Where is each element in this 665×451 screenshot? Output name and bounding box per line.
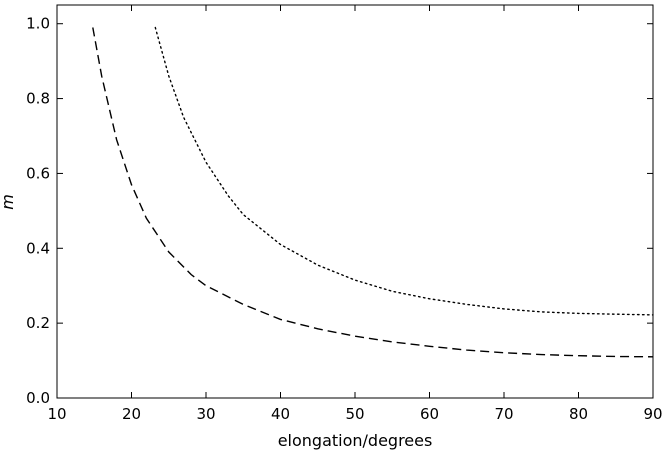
y-tick-label: 0.4	[26, 239, 50, 257]
series-layer	[92, 26, 654, 358]
x-tick-label: 80	[569, 405, 588, 423]
y-axis-label: m	[0, 194, 17, 210]
x-tick-label: 40	[271, 405, 290, 423]
plot-area	[56, 4, 654, 399]
y-tick-label: 0.0	[26, 389, 50, 407]
y-tick-label: 0.6	[26, 164, 50, 182]
plot-frame	[56, 4, 654, 399]
x-tick-label: 70	[494, 405, 513, 423]
dashed-series-line	[92, 27, 654, 358]
y-tick-label: 0.8	[26, 90, 50, 108]
x-tick-label: 10	[47, 405, 66, 423]
x-axis-label: elongation/degrees	[278, 431, 433, 450]
x-tick-label: 20	[122, 405, 141, 423]
tick-labels: 10 20 30 40 50 60 70 80 90 0.0 0.2 0.4 0.6 0.8 1.0	[26, 15, 662, 423]
x-tick-label: 60	[420, 405, 439, 423]
x-tick-label: 30	[196, 405, 215, 423]
y-tick-label: 1.0	[26, 15, 50, 33]
y-tick-label: 0.2	[26, 314, 50, 332]
axis-ticks	[56, 5, 654, 399]
dotted-series-line	[154, 26, 654, 316]
x-tick-label: 90	[643, 405, 662, 423]
x-tick-label: 50	[345, 405, 364, 423]
